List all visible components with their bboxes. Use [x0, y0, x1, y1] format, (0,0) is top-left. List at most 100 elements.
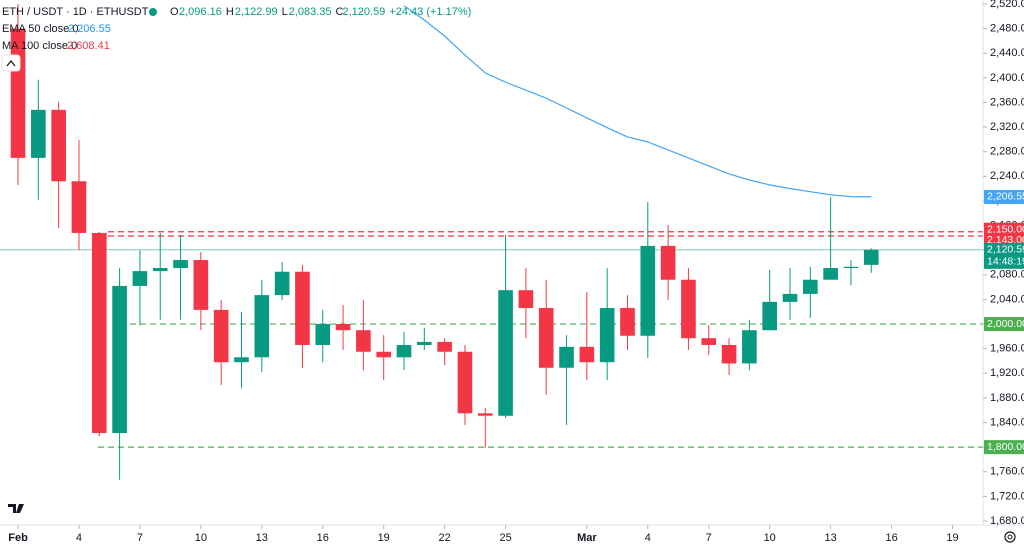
ohlc-value: 2,122.99	[235, 6, 278, 18]
candle-body	[376, 351, 392, 358]
y-tick-label: 1,960.00	[990, 343, 1024, 355]
tv-logo	[4, 497, 28, 519]
x-tick-label: 19	[378, 532, 390, 544]
candle-body	[803, 279, 818, 294]
countdown-label: 14:48:19	[987, 256, 1024, 268]
candle-body	[173, 260, 188, 269]
candle-body	[701, 338, 717, 345]
price-label-box	[984, 189, 1024, 204]
price-label: 2,143.00	[987, 234, 1024, 246]
candle-body	[91, 232, 107, 433]
candle-body	[234, 357, 249, 363]
candle-body	[620, 308, 635, 336]
x-tick-label: 10	[195, 532, 207, 544]
candle-body	[498, 290, 513, 416]
candle-body	[843, 266, 859, 269]
x-tick-label: 13	[825, 532, 837, 544]
candle-body	[437, 341, 452, 352]
candle-body	[335, 324, 351, 331]
price-label: 2,000.00	[987, 318, 1024, 330]
candle-body	[254, 295, 270, 358]
ohlc-value: 2,083.35	[289, 6, 332, 18]
y-tick-label: 2,440.00	[990, 47, 1024, 59]
candle-body	[538, 308, 554, 368]
candle-body	[823, 268, 838, 280]
candle-body	[782, 293, 798, 302]
candle-body	[681, 279, 696, 339]
ohlc-value: 2,120.59	[342, 6, 385, 18]
x-tick-label: 7	[137, 532, 143, 544]
y-tick-label: 2,240.00	[990, 170, 1024, 182]
x-tick-label: 16	[317, 532, 329, 544]
ma-name: MA 100 close 0	[2, 40, 77, 52]
y-tick-label: 2,080.00	[990, 269, 1024, 281]
ohlc-key: O	[170, 6, 179, 18]
collapse-icon	[6, 59, 16, 67]
candle-body	[132, 271, 148, 286]
y-tick-label: 1,760.00	[990, 466, 1024, 478]
candle-body	[274, 271, 290, 296]
x-tick-label: Mar	[577, 532, 597, 544]
x-tick-label: 22	[439, 532, 451, 544]
price-label: 2,150.00	[987, 224, 1024, 236]
price-label: 2,206.55	[987, 191, 1024, 203]
candle-body	[762, 301, 778, 331]
symbol: ETH / USDT · 1D · ETHUSDT	[2, 6, 149, 18]
x-tick-label: 7	[706, 532, 712, 544]
candle-body	[660, 245, 676, 280]
candle-body	[477, 413, 493, 416]
price-label-box	[984, 317, 1024, 332]
candle-body	[396, 344, 412, 358]
x-tick-label: 13	[256, 532, 268, 544]
ohlc-key: H	[226, 6, 234, 18]
x-tick-label: 4	[76, 532, 82, 544]
ema-name: EMA 50 close 0	[2, 23, 78, 35]
ma-value: 2,608.41	[67, 40, 110, 52]
ohlc-key: C	[335, 6, 343, 18]
y-tick-label: 1,720.00	[990, 490, 1024, 502]
y-tick-label: 2,360.00	[990, 96, 1024, 108]
ohlc-value: +24.43 (+1.17%)	[389, 6, 471, 18]
ohlc-value: 2,096.16	[179, 6, 222, 18]
price-label: 2,120.59	[987, 244, 1024, 256]
axes: 2,520.00 2,480.00 2,440.00 2,400.00 2,360.00…	[8, 0, 1024, 544]
price-label-box	[984, 242, 1024, 269]
logo-mark	[8, 504, 24, 513]
x-tick-label: 10	[764, 532, 776, 544]
candle-body	[518, 290, 534, 309]
y-tick-label: 2,320.00	[990, 121, 1024, 133]
candle-body	[31, 109, 46, 158]
candle-body	[315, 324, 331, 345]
settings-button[interactable]	[1004, 531, 1016, 543]
candle-body	[417, 341, 432, 345]
candle-body	[295, 271, 310, 345]
candle-body	[742, 330, 757, 364]
candle-body	[152, 268, 168, 272]
y-tick-label: 1,680.00	[990, 515, 1024, 527]
candle-body	[599, 308, 615, 363]
ema-value: 2,206.55	[68, 23, 111, 35]
candle-body	[356, 330, 371, 352]
plot-area	[0, 4, 983, 480]
ohlc-key: L	[282, 6, 288, 18]
x-tick-label: 25	[499, 532, 511, 544]
y-tick-label: 1,840.00	[990, 416, 1024, 428]
y-tick-label: 2,480.00	[990, 23, 1024, 35]
price-label-box	[984, 440, 1024, 455]
candle-body	[640, 245, 656, 336]
y-tick-label: 1,880.00	[990, 392, 1024, 404]
collapse-button[interactable]	[1, 54, 21, 72]
candle-body	[213, 309, 229, 363]
candle-body	[721, 344, 737, 364]
settings-icon	[1007, 534, 1013, 540]
x-tick-label: 4	[645, 532, 651, 544]
price-label: 1,800.00	[987, 441, 1024, 453]
candle-body	[51, 109, 66, 182]
x-tick-label: Feb	[8, 532, 28, 544]
status-dot	[149, 8, 157, 16]
y-tick-label: 2,280.00	[990, 146, 1024, 158]
candle-body	[193, 260, 209, 310]
y-tick-label: 1,920.00	[990, 367, 1024, 379]
x-tick-label: 19	[946, 532, 958, 544]
